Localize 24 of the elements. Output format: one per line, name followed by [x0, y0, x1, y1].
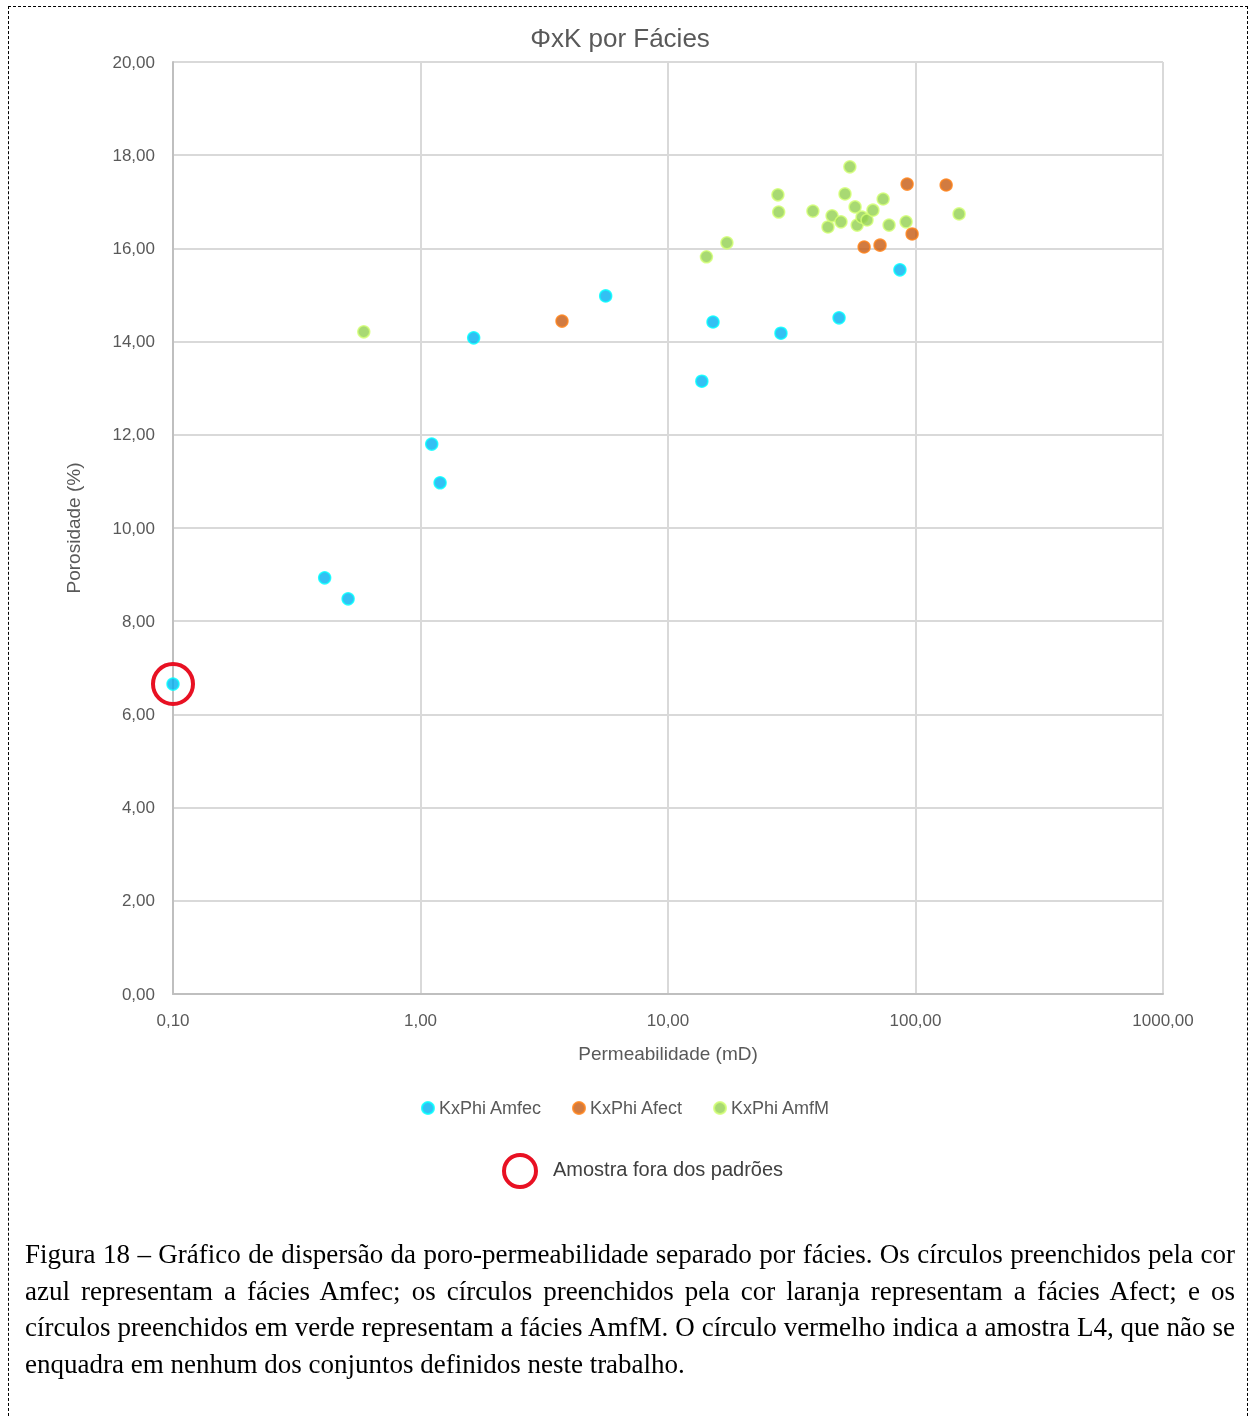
y-tick-label: 4,00 [121, 798, 155, 818]
y-tick-label: 12,00 [112, 425, 155, 445]
y-tick-label: 8,00 [121, 611, 155, 631]
y-tick-label: 14,00 [112, 332, 155, 352]
y-tick-label: 16,00 [112, 238, 155, 258]
chart-title: ΦxK por Fácies [530, 23, 710, 53]
text: Figura 18 – Gráfico de dispersão da poro-permeabilidade separado por fácies. Os círculos preenchidos pela cor azul representam a fácies Amfec; os círculos preenchidos pela cor laranja representam a fácies Afect; e os círculos preenchidos em verde representam a fácies AmfM. O círculo vermelho indica a amostra L4, que não se enquadra em nenhum dos conjuntos definidos neste trabalho. [25, 1238, 1235, 1381]
y-tick-label: 20,00 [112, 52, 155, 72]
y-tick-label: 0,00 [121, 984, 155, 1004]
x-tick-label: 10,00 [646, 1011, 690, 1030]
y-tick-label: 18,00 [112, 145, 155, 165]
y-axis-title: Porosidade (%) [63, 462, 84, 594]
text: Amostra fora dos padrões [553, 1158, 784, 1181]
y-tick-label: 10,00 [112, 518, 155, 538]
x-axis-title: Permeabilidade (mD) [578, 1043, 758, 1064]
y-tick-label: 6,00 [121, 704, 155, 724]
legend-label: KxPhi Amfec [438, 1098, 541, 1118]
legend-label: KxPhi AmfM [731, 1098, 830, 1118]
x-tick-label: 1,00 [403, 1011, 438, 1030]
x-tick-label: 1000,00 [1132, 1011, 1194, 1030]
legend-label: KxPhi Afect [589, 1098, 683, 1118]
x-tick-label: 100,00 [889, 1011, 942, 1030]
x-tick-label: 0,10 [156, 1011, 190, 1030]
y-tick-label: 2,00 [121, 891, 155, 911]
